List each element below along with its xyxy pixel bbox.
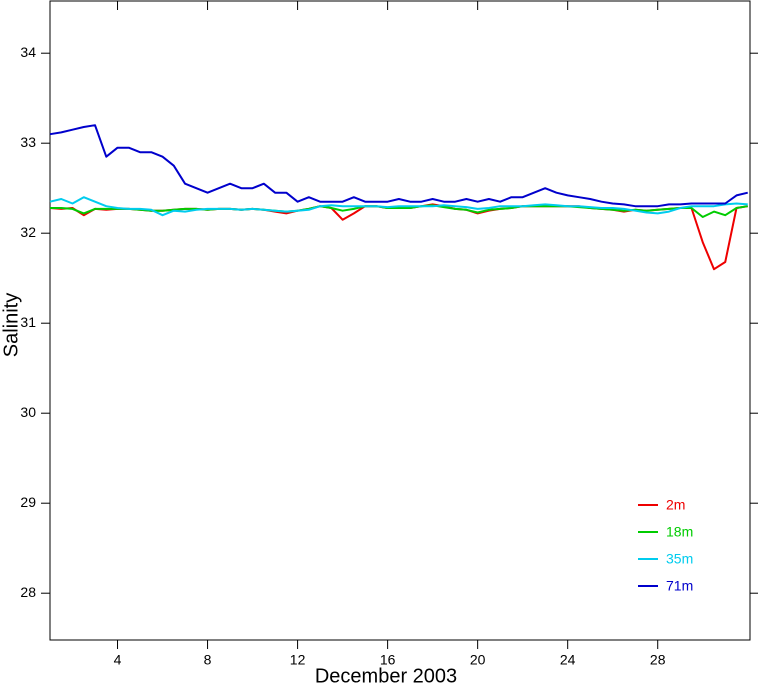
plot-frame bbox=[49, 0, 751, 641]
x-tick-label: 20 bbox=[470, 652, 486, 668]
x-axis-title: December 2003 bbox=[315, 665, 457, 686]
legend-label: 71m bbox=[666, 578, 693, 594]
y-tick-label: 31 bbox=[20, 314, 36, 330]
y-tick-label: 33 bbox=[20, 134, 36, 150]
y-tick-label: 28 bbox=[20, 584, 36, 600]
x-tick-label: 12 bbox=[290, 652, 306, 668]
series-line bbox=[49, 124, 748, 208]
legend-label: 35m bbox=[666, 551, 693, 567]
y-tick-label: 34 bbox=[20, 44, 36, 60]
x-tick-label: 24 bbox=[560, 652, 576, 668]
y-tick-label: 29 bbox=[20, 494, 36, 510]
y-axis-title: Salinity bbox=[0, 293, 22, 357]
x-tick-label: 8 bbox=[204, 652, 212, 668]
legend-label: 2m bbox=[666, 497, 685, 513]
x-tick-label: 28 bbox=[650, 652, 666, 668]
y-tick-label: 32 bbox=[20, 224, 36, 240]
y-tick-label: 30 bbox=[20, 404, 36, 420]
series-line bbox=[49, 196, 748, 217]
x-tick-label: 16 bbox=[380, 652, 396, 668]
legend-label: 18m bbox=[666, 524, 693, 540]
series-line bbox=[49, 203, 748, 271]
x-tick-label: 4 bbox=[114, 652, 122, 668]
